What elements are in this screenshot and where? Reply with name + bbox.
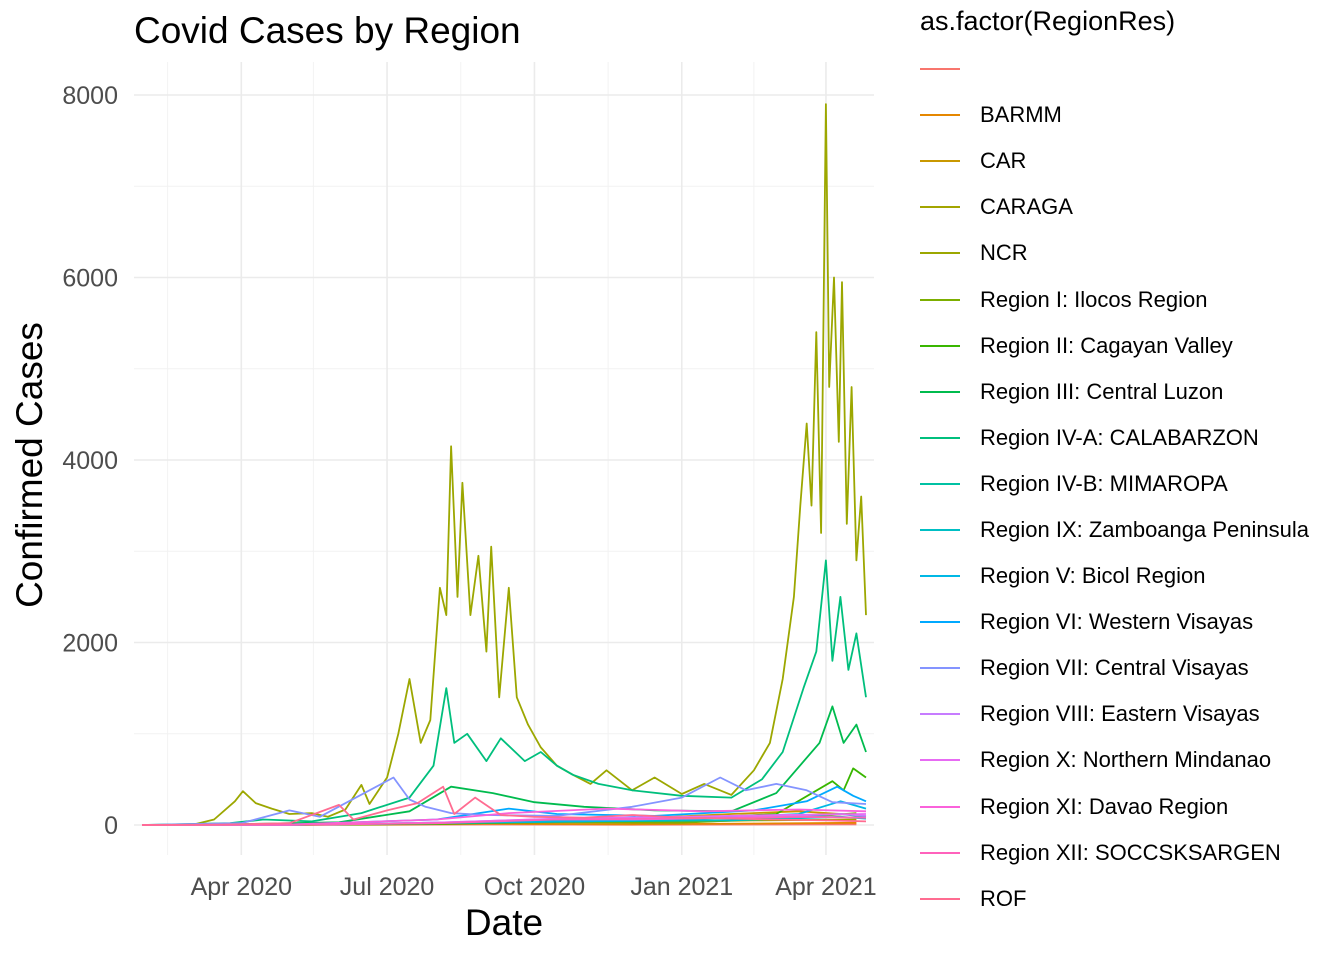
x-tick-label: Jan 2021 xyxy=(630,873,733,901)
x-tick-label: Jul 2020 xyxy=(340,873,435,901)
y-axis: 0 2000 4000 6000 8000 xyxy=(62,82,118,840)
legend-label: Region IX: Zamboanga Peninsula xyxy=(980,516,1309,542)
legend-key xyxy=(920,68,960,71)
legend-item xyxy=(920,46,1309,92)
legend-title: as.factor(RegionRes) xyxy=(920,6,1176,36)
legend-key xyxy=(920,759,960,762)
x-tick-label: Apr 2021 xyxy=(775,873,876,901)
legend-key xyxy=(920,390,960,393)
legend-item: Region II: Cagayan Valley xyxy=(920,323,1309,369)
legend-label: Region XI: Davao Region xyxy=(980,793,1229,819)
y-tick-label: 4000 xyxy=(62,447,118,475)
legend-label: ROF xyxy=(980,885,1027,911)
legend-label: Region X: Northern Mindanao xyxy=(980,747,1272,773)
legend-item: NCR xyxy=(920,230,1309,276)
legend-item: ROF xyxy=(920,876,1309,922)
legend-item: Region I: Ilocos Region xyxy=(920,276,1309,322)
legend-item: Region IX: Zamboanga Peninsula xyxy=(920,507,1309,553)
legend-item: CARAGA xyxy=(920,184,1309,230)
legend-label: Region IV-A: CALABARZON xyxy=(980,424,1259,450)
legend-item: Region XI: Davao Region xyxy=(920,784,1309,830)
legend-item: BARMM xyxy=(920,92,1309,138)
chart-title: Covid Cases by Region xyxy=(134,10,521,51)
legend-key xyxy=(920,206,960,209)
series-line-9 xyxy=(141,559,867,826)
legend-key xyxy=(920,160,960,163)
series-layer xyxy=(141,103,867,826)
x-axis: Apr 2020 Jul 2020 Oct 2020 Jan 2021 Apr 2021 xyxy=(191,873,877,901)
legend-item: Region III: Central Luzon xyxy=(920,369,1309,415)
legend-label: CAR xyxy=(980,148,1027,174)
legend-key xyxy=(920,298,960,301)
y-tick-label: 8000 xyxy=(62,82,118,110)
legend-key xyxy=(920,482,960,485)
legend-key xyxy=(920,851,960,854)
legend-item: CAR xyxy=(920,138,1309,184)
legend-label: Region III: Central Luzon xyxy=(980,378,1224,404)
legend-label: Region II: Cagayan Valley xyxy=(980,332,1233,358)
legend-key xyxy=(920,114,960,117)
legend-label: NCR xyxy=(980,240,1028,266)
grid-minor xyxy=(134,62,874,855)
legend-key xyxy=(920,528,960,531)
legend-key xyxy=(920,344,960,347)
legend-label: Region I: Ilocos Region xyxy=(980,286,1208,312)
legend-label: Region VIII: Eastern Visayas xyxy=(980,701,1260,727)
legend-key xyxy=(920,805,960,808)
legend-key xyxy=(920,575,960,578)
legend-label: Region V: Bicol Region xyxy=(980,563,1206,589)
y-tick-label: 6000 xyxy=(62,265,118,293)
legend-label: BARMM xyxy=(980,102,1062,128)
legend-key xyxy=(920,897,960,900)
series-line-18 xyxy=(141,815,867,826)
legend-item: Region VI: Western Visayas xyxy=(920,599,1309,645)
legend-key xyxy=(920,713,960,716)
legend-key xyxy=(920,667,960,670)
legend-label: Region VI: Western Visayas xyxy=(980,609,1254,635)
legend-label: CARAGA xyxy=(980,194,1073,220)
legend-label: Region IV-B: MIMAROPA xyxy=(980,470,1228,496)
series-line-5 xyxy=(142,103,867,826)
legend-key xyxy=(920,436,960,439)
x-tick-label: Oct 2020 xyxy=(484,873,585,901)
legend-label: Region VII: Central Visayas xyxy=(980,655,1249,681)
legend-item: Region IV-A: CALABARZON xyxy=(920,415,1309,461)
legend-item: Region VIII: Eastern Visayas xyxy=(920,691,1309,737)
legend-item: Region X: Northern Mindanao xyxy=(920,737,1309,783)
legend-key xyxy=(920,252,960,255)
series-line-19 xyxy=(141,785,867,826)
y-axis-label: Confirmed Cases xyxy=(9,322,50,608)
x-tick-label: Apr 2020 xyxy=(191,873,292,901)
legend-item: Region XII: SOCCSKSARGEN xyxy=(920,830,1309,876)
legend: BARMM CAR CARAGA NCR Region I: Ilocos Region… xyxy=(920,46,1309,922)
legend-item: Region VII: Central Visayas xyxy=(920,645,1309,691)
legend-item: Region V: Bicol Region xyxy=(920,553,1309,599)
x-axis-label: Date xyxy=(464,902,544,943)
legend-item: Region IV-B: MIMAROPA xyxy=(920,461,1309,507)
y-tick-label: 0 xyxy=(104,812,118,840)
y-tick-label: 2000 xyxy=(62,630,118,658)
legend-key xyxy=(920,621,960,624)
grid-major xyxy=(134,62,874,855)
legend-label: Region XII: SOCCSKSARGEN xyxy=(980,839,1281,865)
